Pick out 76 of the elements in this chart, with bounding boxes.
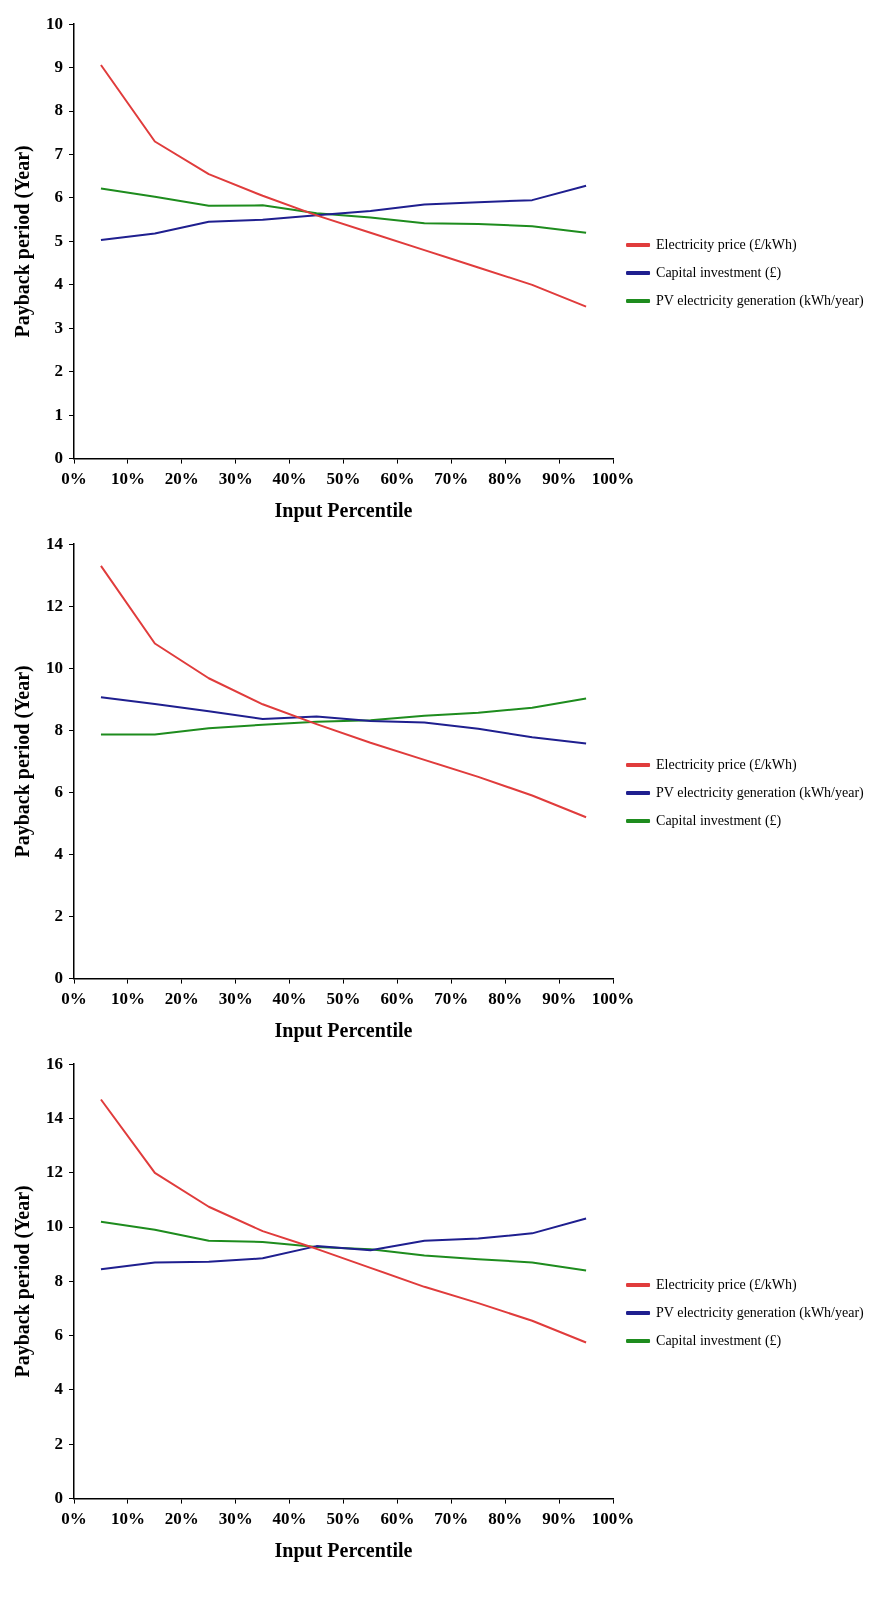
- y-tick-label: 0: [54, 447, 63, 467]
- y-axis-title: Payback period (Year): [11, 145, 35, 338]
- y-tick-label: 3: [54, 317, 63, 337]
- x-tick-label: 0%: [61, 1509, 87, 1529]
- x-tick-label: 60%: [380, 469, 415, 489]
- x-tick-label: 100%: [591, 1509, 635, 1529]
- x-tick-label: 70%: [434, 1509, 469, 1529]
- y-tick-label: 9: [54, 57, 63, 77]
- x-tick-label: 70%: [434, 989, 469, 1009]
- legend-label: Electricity price (£/kWh): [656, 756, 798, 773]
- legend-label: Capital investment (£): [656, 1332, 782, 1349]
- x-tick-label: 50%: [326, 1509, 361, 1529]
- x-tick-label: 30%: [218, 469, 253, 489]
- x-tick-label: 20%: [164, 469, 199, 489]
- x-tick-label: 60%: [380, 989, 415, 1009]
- legend-label: Electricity price (£/kWh): [656, 1276, 798, 1293]
- y-tick-label: 2: [54, 1433, 63, 1453]
- y-tick-label: 10: [46, 657, 63, 677]
- y-tick-label: 10: [46, 13, 63, 33]
- x-tick-label: 90%: [542, 469, 577, 489]
- x-tick-label: 100%: [591, 989, 635, 1009]
- y-tick-label: 6: [54, 1325, 63, 1345]
- x-axis-title: Input Percentile: [274, 1539, 413, 1563]
- y-tick-label: 8: [54, 100, 63, 120]
- y-tick-label: 2: [54, 905, 63, 925]
- y-tick-label: 6: [54, 187, 63, 207]
- y-axis-title: Payback period (Year): [11, 1185, 35, 1378]
- x-tick-label: 50%: [326, 989, 361, 1009]
- x-tick-label: 30%: [218, 989, 253, 1009]
- x-tick-label: 40%: [272, 989, 307, 1009]
- y-tick-label: 7: [54, 143, 64, 163]
- y-tick-label: 8: [54, 719, 63, 739]
- y-axis-title: Payback period (Year): [11, 665, 35, 858]
- x-tick-label: 30%: [218, 1509, 253, 1529]
- legend-label: PV electricity generation (kWh/year): [656, 1304, 865, 1321]
- y-tick-label: 4: [54, 843, 64, 863]
- x-axis-title: Input Percentile: [274, 1019, 413, 1043]
- x-tick-label: 10%: [110, 1509, 145, 1529]
- legend-label: PV electricity generation (kWh/year): [656, 292, 865, 309]
- x-tick-label: 80%: [488, 1509, 523, 1529]
- x-tick-label: 20%: [164, 989, 199, 1009]
- y-tick-label: 0: [54, 1487, 63, 1507]
- legend-label: Capital investment (£): [656, 812, 782, 829]
- x-tick-label: 0%: [61, 989, 87, 1009]
- legend-label: Electricity price (£/kWh): [656, 236, 798, 253]
- x-tick-label: 90%: [542, 1509, 577, 1529]
- x-tick-label: 40%: [272, 1509, 307, 1529]
- x-tick-label: 10%: [110, 469, 145, 489]
- y-tick-label: 4: [54, 1379, 64, 1399]
- x-tick-label: 50%: [326, 469, 361, 489]
- y-tick-label: 6: [54, 781, 63, 801]
- y-tick-label: 1: [54, 404, 63, 424]
- y-tick-label: 8: [54, 1270, 63, 1290]
- y-tick-label: 5: [54, 230, 63, 250]
- x-tick-label: 80%: [488, 469, 523, 489]
- x-tick-label: 0%: [61, 469, 87, 489]
- y-tick-label: 14: [46, 1107, 64, 1127]
- y-tick-label: 16: [46, 1053, 63, 1073]
- x-tick-label: 70%: [434, 469, 469, 489]
- y-tick-label: 10: [46, 1216, 63, 1236]
- x-tick-label: 80%: [488, 989, 523, 1009]
- y-tick-label: 12: [46, 1162, 63, 1182]
- x-tick-label: 100%: [591, 469, 635, 489]
- x-tick-label: 60%: [380, 1509, 415, 1529]
- legend-label: PV electricity generation (kWh/year): [656, 784, 865, 801]
- x-tick-label: 10%: [110, 989, 145, 1009]
- x-tick-label: 90%: [542, 989, 577, 1009]
- y-tick-label: 0: [54, 967, 63, 987]
- y-tick-label: 4: [54, 274, 64, 294]
- x-tick-label: 40%: [272, 469, 307, 489]
- y-tick-label: 2: [54, 361, 63, 381]
- x-axis-title: Input Percentile: [274, 499, 413, 523]
- x-tick-label: 20%: [164, 1509, 199, 1529]
- y-tick-label: 12: [46, 595, 63, 615]
- y-tick-label: 14: [46, 533, 64, 553]
- legend-label: Capital investment (£): [656, 264, 782, 281]
